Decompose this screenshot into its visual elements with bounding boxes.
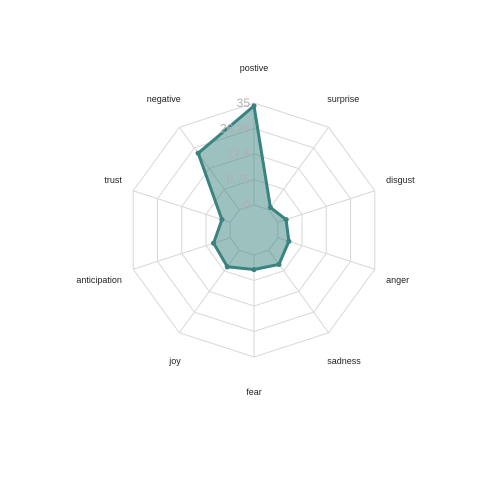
axis-spoke	[277, 237, 375, 270]
axis-label-surprise: surprise	[327, 94, 359, 104]
data-point	[286, 238, 292, 244]
axis-label-anticipation: anticipation	[76, 275, 122, 285]
series-layer	[195, 103, 292, 273]
axis-label-negative: negative	[147, 94, 181, 104]
data-point	[283, 216, 289, 223]
radial-tick-labels: 0 8.75 17.5 26.25 35	[220, 96, 250, 212]
data-point	[195, 150, 201, 156]
axis-label-fear: fear	[246, 387, 262, 397]
data-point	[267, 204, 274, 211]
tick-label: 35	[237, 96, 251, 110]
axis-label-sadness: sadness	[327, 356, 361, 366]
axis-label-postive: postive	[240, 63, 269, 73]
axis-label-joy: joy	[168, 356, 181, 366]
data-point	[210, 240, 217, 246]
data-point	[224, 264, 230, 270]
tick-label: 17.5	[227, 147, 251, 161]
tick-label: 8.75	[227, 173, 251, 187]
axis-label-anger: anger	[386, 275, 409, 285]
data-point	[251, 266, 257, 273]
data-point	[219, 216, 225, 223]
tick-label: 26.25	[220, 122, 250, 136]
axis-labels: postive surprise disgust anger sadness fear jo…	[76, 63, 415, 397]
axis-label-trust: trust	[104, 175, 122, 185]
axis-spoke	[268, 126, 330, 211]
axis-label-disgust: disgust	[386, 175, 415, 185]
data-point	[276, 261, 282, 267]
data-point	[251, 103, 257, 109]
tick-label: 0	[243, 198, 250, 212]
axis-spoke	[133, 190, 231, 223]
axis-spoke	[277, 190, 375, 223]
